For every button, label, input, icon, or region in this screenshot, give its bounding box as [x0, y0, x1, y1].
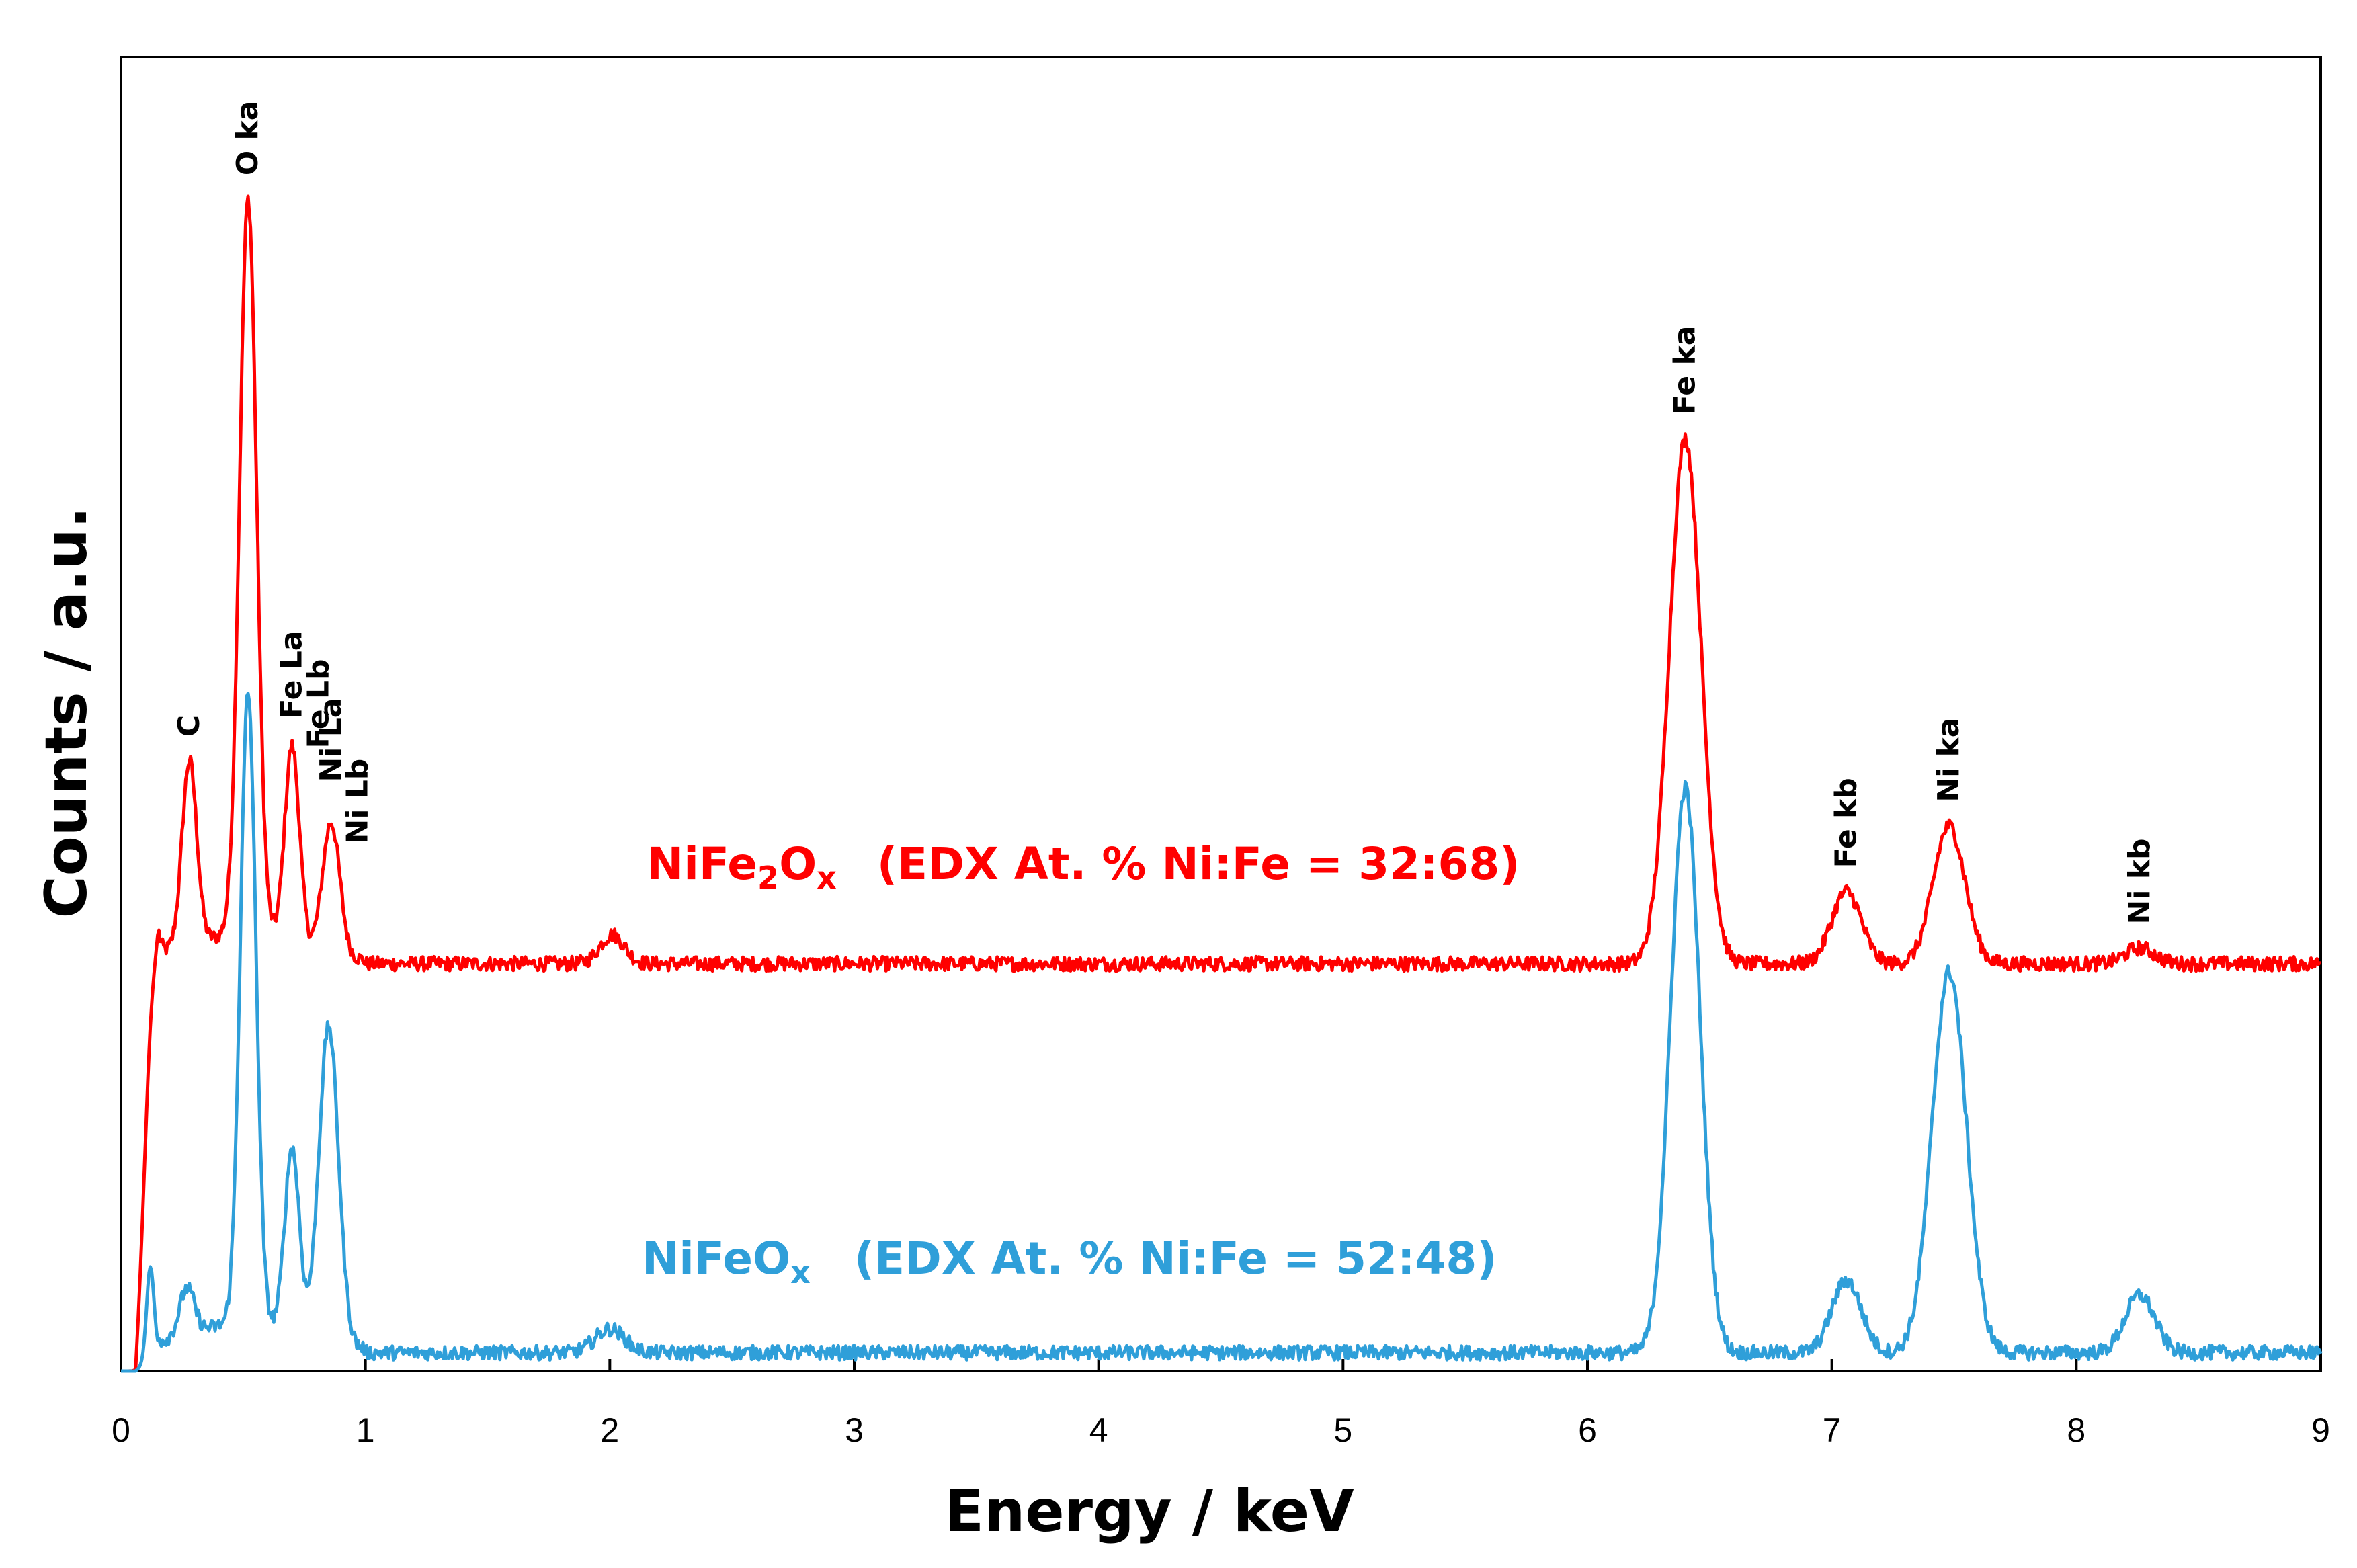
peak-annotation: Ni ka	[1932, 717, 1966, 802]
x-tick-label: 7	[1823, 1411, 1842, 1449]
x-axis-title: Energy / keV	[944, 1478, 1354, 1545]
series-label-nife2ox: NiFe2Ox (EDX At. % Ni:Fe = 32:68)	[647, 838, 1520, 896]
spectrum-series	[120, 194, 2323, 1373]
x-tick-label: 3	[845, 1411, 864, 1449]
peak-annotation: Ni kb	[2122, 839, 2157, 925]
x-tick-label: 6	[1578, 1411, 1597, 1449]
x-tick-label: 9	[2311, 1411, 2330, 1449]
y-axis-title: Counts / a.u.	[33, 507, 100, 919]
peak-annotation: Fe ka	[1667, 326, 1702, 415]
x-axis-ticks: 0 1 2 3 4 5 6 7 8 9	[112, 1359, 2330, 1449]
x-tick-label: 5	[1333, 1411, 1352, 1449]
peak-annotation: Fe kb	[1829, 778, 1863, 868]
peak-annotation: Ni La	[314, 698, 348, 782]
plot-area-frame	[120, 56, 2322, 1372]
x-tick-label: 4	[1089, 1411, 1108, 1449]
x-tick-label: 0	[112, 1411, 130, 1449]
series-line-nifeox	[120, 692, 2323, 1373]
x-tick-label: 8	[2067, 1411, 2085, 1449]
peak-annotation: O ka	[231, 101, 265, 176]
series-line-nife2ox	[120, 194, 2321, 1373]
peak-annotation: Fe La	[275, 630, 309, 718]
peak-annotation: C	[172, 715, 206, 737]
peak-annotation: Ni Lb	[341, 759, 375, 844]
peak-annotation: Fe Lb	[302, 659, 336, 749]
x-tick-label: 1	[356, 1411, 375, 1449]
x-tick-label: 2	[600, 1411, 619, 1449]
series-label-nifeox: NiFeOx (EDX At. % Ni:Fe = 52:48)	[642, 1233, 1497, 1290]
